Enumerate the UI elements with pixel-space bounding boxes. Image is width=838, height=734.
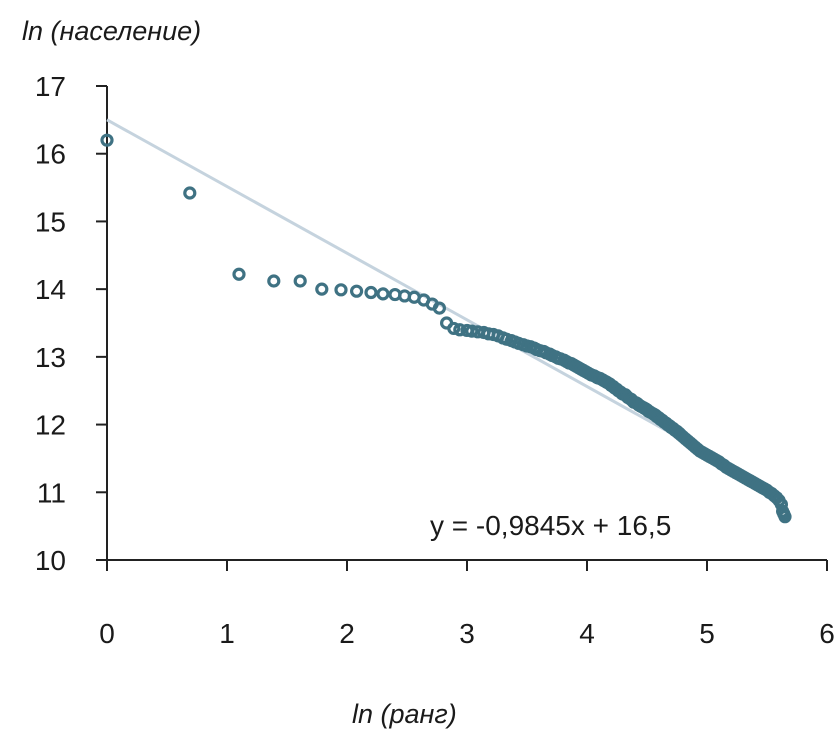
y-tick-label: 17	[35, 71, 66, 102]
data-point	[432, 301, 446, 315]
data-point	[350, 284, 364, 298]
data-point	[293, 274, 307, 288]
data-point	[232, 267, 246, 281]
y-axis-ticks: 10 11 12 13 14 15 16 17	[35, 71, 107, 576]
x-axis-title: ln (ранг)	[352, 699, 457, 729]
trendline-equation: y = -0,9845x + 16,5	[430, 510, 671, 541]
x-tick-label: 2	[339, 618, 355, 649]
x-tick-label: 0	[99, 618, 115, 649]
x-axis-ticks: 0 1 2 3 4 5 6	[99, 560, 835, 649]
y-tick-label: 14	[35, 274, 66, 305]
data-point	[376, 287, 390, 301]
y-tick-label: 16	[35, 139, 66, 170]
x-tick-label: 6	[819, 618, 835, 649]
y-tick-label: 10	[35, 545, 66, 576]
y-tick-label: 15	[35, 206, 66, 237]
data-point	[183, 186, 197, 200]
data-point	[465, 324, 479, 338]
data-point	[364, 285, 378, 300]
y-tick-label: 11	[37, 477, 66, 508]
data-point	[267, 274, 281, 288]
data-point	[447, 321, 461, 336]
x-tick-label: 1	[219, 618, 235, 649]
x-tick-label: 3	[459, 618, 475, 649]
data-points	[100, 133, 792, 524]
data-point	[334, 283, 348, 297]
y-tick-label: 13	[35, 342, 66, 373]
y-axis-title: ln (население)	[22, 16, 201, 46]
data-point	[778, 510, 792, 524]
data-point	[100, 133, 114, 147]
data-point	[453, 323, 467, 337]
y-tick-label: 12	[35, 410, 66, 441]
data-point	[315, 282, 329, 296]
x-tick-label: 5	[699, 618, 715, 649]
x-tick-label: 4	[579, 618, 595, 649]
